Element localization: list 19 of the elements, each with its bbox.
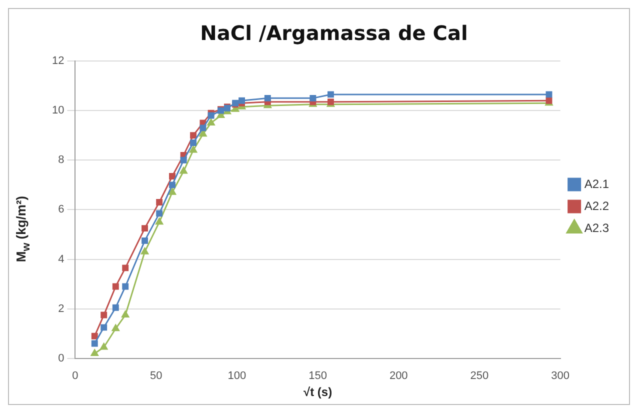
x-tick-label: 250 (470, 370, 489, 382)
x-axis-title: √t (s) (303, 385, 332, 400)
x-tick-label: 0 (72, 370, 78, 382)
legend-label: A2.1 (584, 176, 610, 191)
legend-label: A2.2 (584, 198, 610, 213)
y-tick-label: 8 (58, 154, 64, 166)
y-tick-label: 10 (52, 104, 64, 117)
y-tick-label: 0 (58, 352, 64, 364)
y-tick-label: 4 (58, 253, 64, 266)
x-tick-label: 50 (150, 370, 162, 382)
x-tick-label: 300 (551, 370, 570, 382)
y-tick-label: 12 (52, 55, 64, 68)
y-tick-label: 2 (58, 302, 64, 315)
x-tick-label: 150 (308, 370, 327, 382)
legend-label: A2.3 (584, 220, 610, 235)
y-tick-label: 6 (58, 204, 64, 216)
x-tick-label: 200 (389, 370, 408, 382)
chart-title: NaCl /Argamassa de Cal (200, 21, 468, 46)
x-tick-label: 100 (228, 370, 246, 382)
